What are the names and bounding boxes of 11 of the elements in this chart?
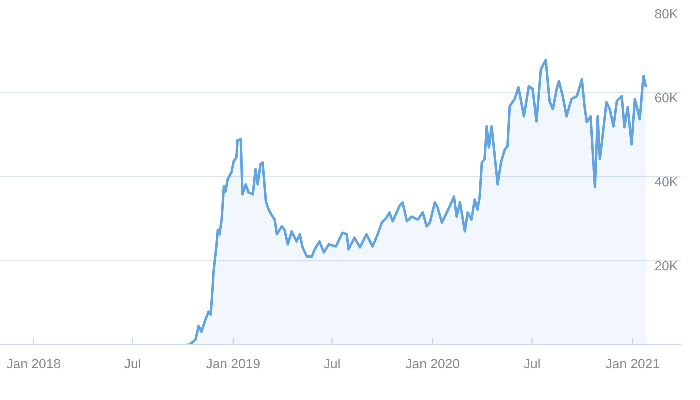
y-tick-label: 60K	[655, 93, 678, 103]
x-tick-label: Jan 2020	[406, 359, 460, 369]
x-tick-label: Jan 2021	[606, 359, 660, 369]
y-tick-label: 40K	[655, 177, 678, 187]
x-tick-label: Jul	[324, 358, 340, 369]
y-tick-label: 80K	[655, 9, 678, 19]
x-tick-label: Jan 2018	[6, 359, 60, 369]
x-tick-label: Jul	[524, 358, 540, 369]
y-tick-label: 20K	[655, 261, 678, 271]
x-tick-label: Jul	[124, 358, 140, 369]
x-tick-label: Jan 2019	[206, 359, 260, 369]
